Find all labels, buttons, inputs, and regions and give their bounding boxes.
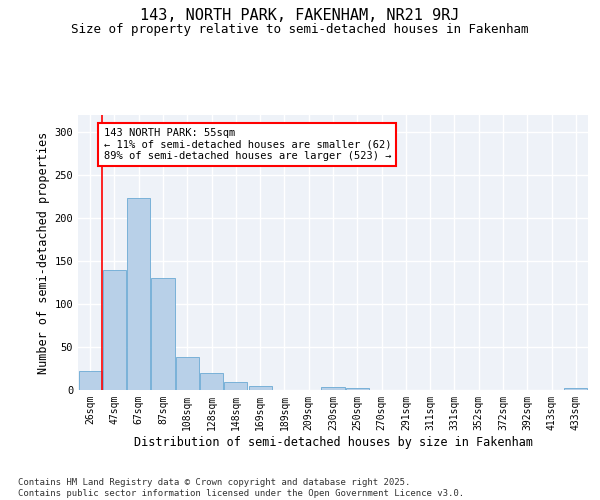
Text: 143 NORTH PARK: 55sqm
← 11% of semi-detached houses are smaller (62)
89% of semi: 143 NORTH PARK: 55sqm ← 11% of semi-deta… xyxy=(104,128,391,161)
Bar xyxy=(200,373,223,390)
Bar xyxy=(127,198,150,390)
Text: Contains HM Land Registry data © Crown copyright and database right 2025.
Contai: Contains HM Land Registry data © Crown c… xyxy=(18,478,464,498)
Bar xyxy=(322,388,344,390)
Bar xyxy=(103,270,126,390)
Y-axis label: Number of semi-detached properties: Number of semi-detached properties xyxy=(37,132,50,374)
Text: Size of property relative to semi-detached houses in Fakenham: Size of property relative to semi-detach… xyxy=(71,22,529,36)
Bar xyxy=(151,278,175,390)
Bar xyxy=(248,386,272,390)
Bar xyxy=(565,388,587,390)
X-axis label: Distribution of semi-detached houses by size in Fakenham: Distribution of semi-detached houses by … xyxy=(133,436,533,448)
Bar xyxy=(79,371,101,390)
Bar xyxy=(176,358,199,390)
Bar xyxy=(346,388,369,390)
Bar xyxy=(224,382,247,390)
Text: 143, NORTH PARK, FAKENHAM, NR21 9RJ: 143, NORTH PARK, FAKENHAM, NR21 9RJ xyxy=(140,8,460,22)
